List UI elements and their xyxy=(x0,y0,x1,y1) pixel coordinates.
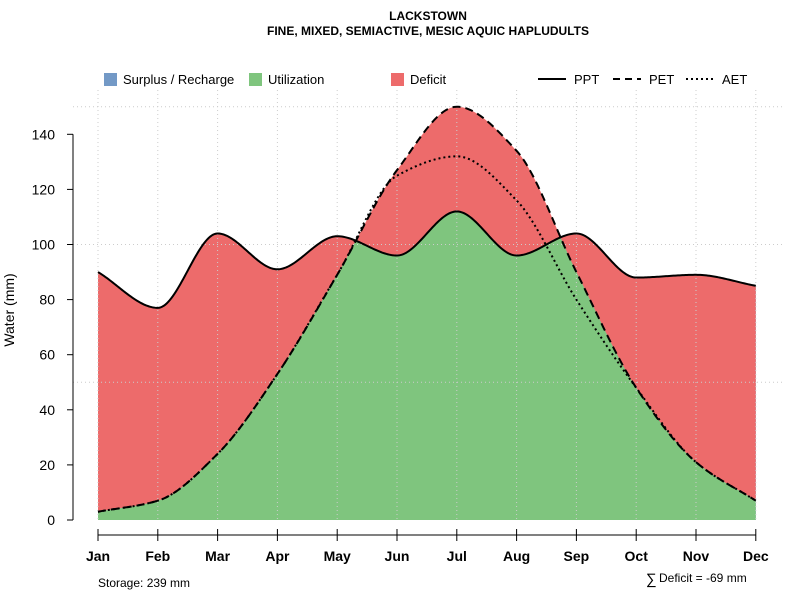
x-tick-label: Nov xyxy=(683,548,710,564)
legend-swatch xyxy=(104,73,117,86)
legend-label: PET xyxy=(649,72,674,87)
legend-label: PPT xyxy=(574,72,599,87)
legend-label: Utilization xyxy=(268,72,324,87)
legend-label: Surplus / Recharge xyxy=(123,72,234,87)
legend: Surplus / Recharge Utilization Deficit PPT P… xyxy=(104,72,747,87)
y-tick-label: 140 xyxy=(32,126,56,142)
series-ppt-line xyxy=(97,210,756,309)
y-tick-label: 80 xyxy=(39,292,55,308)
y-tick-label: 60 xyxy=(39,347,55,363)
x-tick-label: Dec xyxy=(743,548,769,564)
x-tick-label: Mar xyxy=(205,548,230,564)
legend-label: AET xyxy=(722,72,747,87)
x-tick-label: Aug xyxy=(503,548,530,564)
y-tick-label: 100 xyxy=(32,237,56,253)
x-tick-label: Feb xyxy=(145,548,170,564)
y-axis-label: Water (mm) xyxy=(1,273,17,346)
utilization-area xyxy=(98,211,756,520)
deficit-label: Deficit = -69 mm xyxy=(659,571,747,585)
x-tick-label: Apr xyxy=(265,548,290,564)
y-tick-label: 20 xyxy=(39,457,55,473)
x-tick-label: Jun xyxy=(385,548,410,564)
x-tick-label: Sep xyxy=(564,548,590,564)
y-tick-label: 0 xyxy=(47,512,55,528)
axes: 0 20 40 60 80 100 120 140 Jan Feb Mar Apr May Jun Jul A… xyxy=(32,126,769,564)
y-tick-label: 120 xyxy=(32,181,56,197)
series-pet-line xyxy=(97,105,757,513)
deficit-area xyxy=(98,106,756,512)
deficit-sum-icon: ∑ xyxy=(646,571,657,588)
area-fills xyxy=(98,106,756,520)
legend-label: Deficit xyxy=(410,72,447,87)
legend-swatch xyxy=(391,73,404,86)
chart-title: LACKSTOWN xyxy=(389,9,467,23)
chart-subtitle: FINE, MIXED, SEMIACTIVE, MESIC AQUIC HAP… xyxy=(267,24,589,38)
x-tick-label: May xyxy=(324,548,351,564)
x-tick-label: Oct xyxy=(625,548,649,564)
x-tick-label: Jan xyxy=(86,548,110,564)
y-tick-label: 40 xyxy=(39,402,55,418)
legend-swatch xyxy=(249,73,262,86)
x-tick-label: Jul xyxy=(447,548,467,564)
series-lines xyxy=(97,105,757,513)
storage-label: Storage: 239 mm xyxy=(98,576,190,590)
